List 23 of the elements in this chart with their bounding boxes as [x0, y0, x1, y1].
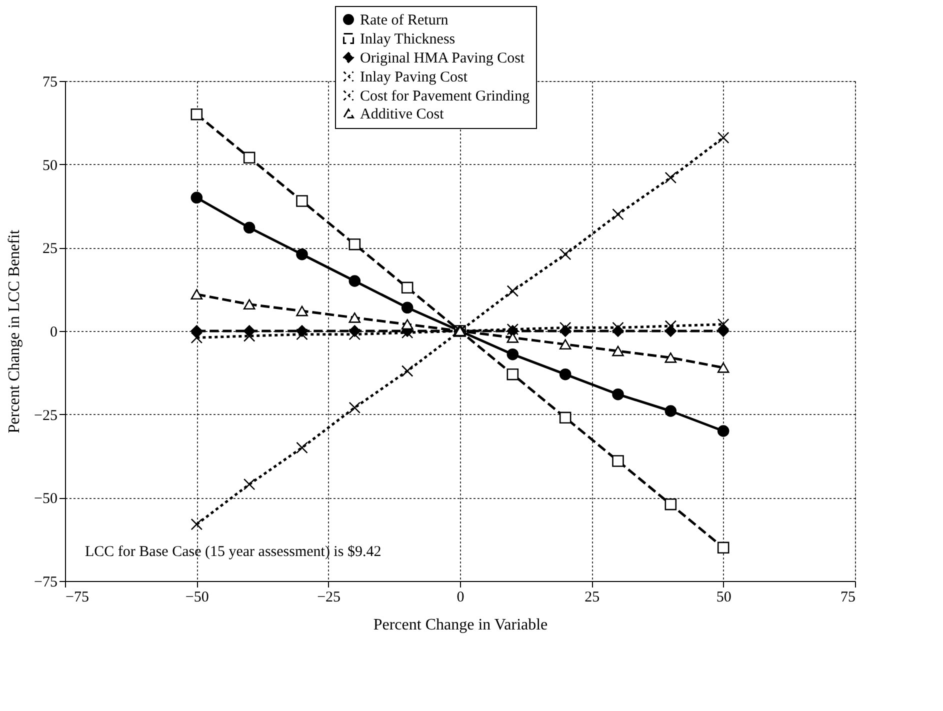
x-axis-title: Percent Change in Variable [373, 616, 548, 634]
x-tick-label: 0 [456, 590, 464, 606]
y-tick-label: 75 [42, 74, 58, 90]
legend-label: Cost for Pavement Grinding [360, 88, 530, 104]
y-tick-label: 0 [50, 324, 58, 340]
y-tick-label: −50 [34, 491, 58, 508]
legend-label: Additive Cost [360, 106, 445, 122]
x-tick-label: 25 [584, 590, 600, 606]
x-tick-label: 50 [716, 590, 732, 606]
legend-label: Inlay Paving Cost [360, 70, 468, 86]
x-tick-label: 75 [840, 590, 856, 606]
x-tick-label: −75 [66, 590, 89, 606]
y-axis-title: Percent Change in LCC Benefit [6, 229, 24, 434]
y-tick-label: 50 [42, 158, 58, 174]
x-tick-label: −50 [185, 590, 209, 606]
y-tick-label: −75 [34, 574, 58, 590]
x-tick-label: −25 [317, 590, 341, 606]
legend-label: Original HMA Paving Cost [360, 50, 526, 66]
y-tick-label: 25 [42, 241, 58, 258]
legend-label: Inlay Thickness [360, 32, 456, 48]
annotation: LCC for Base Case (15 year assessment) is $9.42 [85, 544, 382, 560]
legend-label: Rate of Return [360, 12, 449, 28]
y-tick-label: −25 [34, 408, 58, 424]
